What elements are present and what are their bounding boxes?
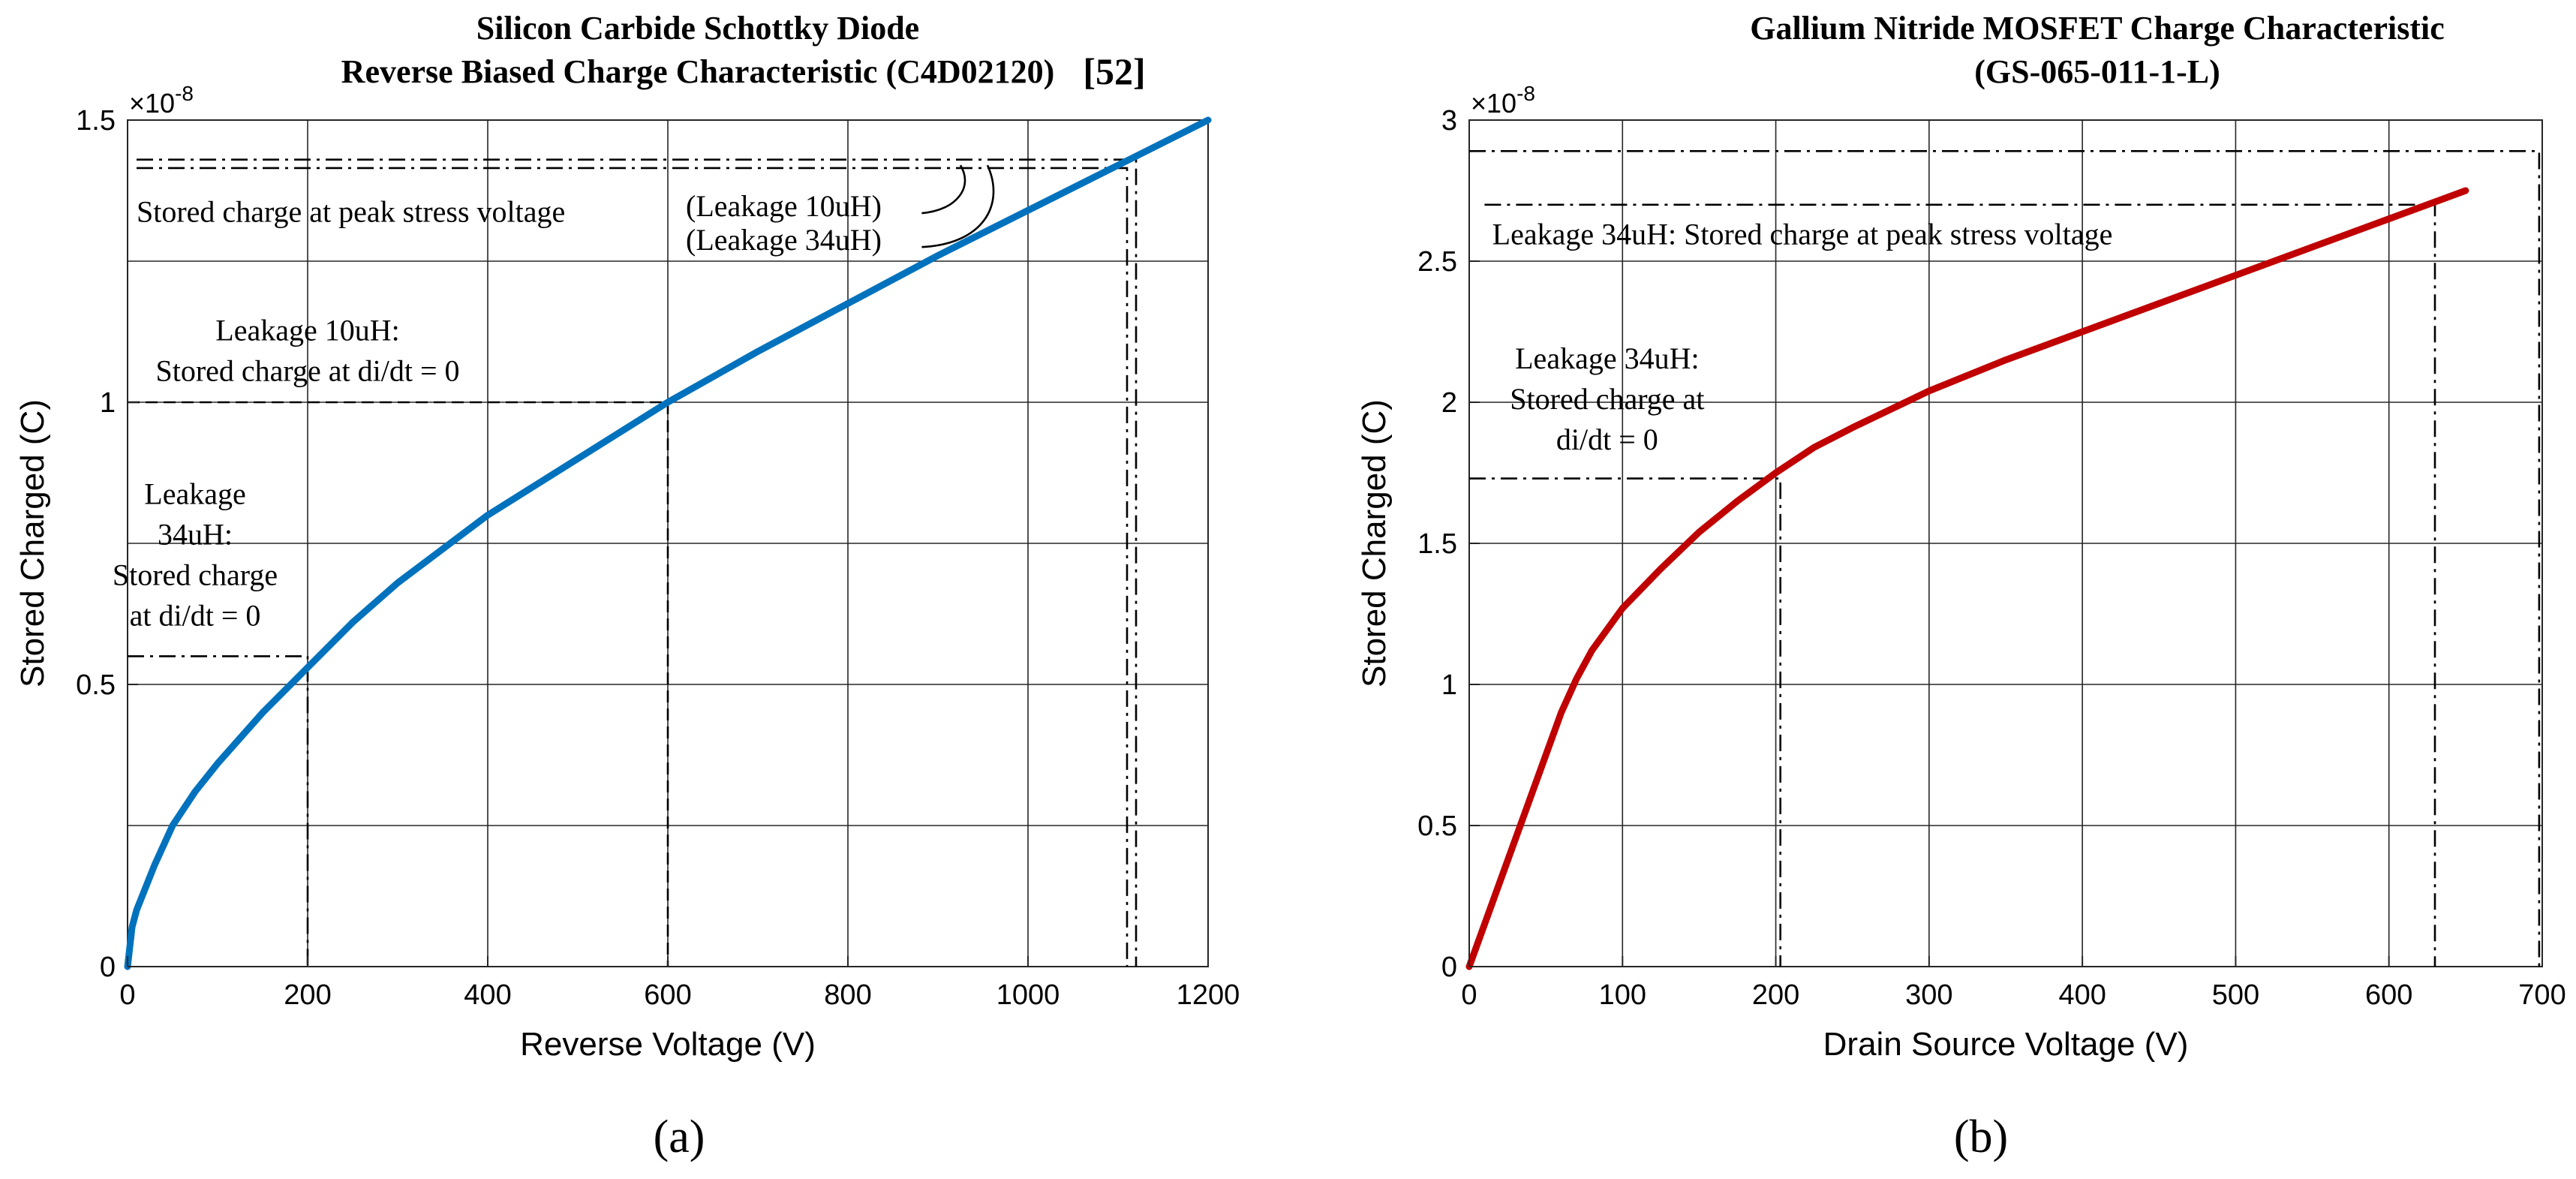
annotation-text: 34uH: — [158, 517, 233, 551]
x-tick-label: 800 — [824, 979, 871, 1011]
chart-title-line: Silicon Carbide Schottky Diode — [476, 10, 919, 47]
reference-line — [128, 656, 308, 967]
x-tick-label: 700 — [2518, 979, 2565, 1011]
y-axis-exponent-power: -8 — [175, 82, 194, 105]
x-axis-label: Drain Source Voltage (V) — [1823, 1026, 2189, 1063]
y-tick-label: 2 — [1441, 387, 1457, 419]
x-tick-label: 1200 — [1177, 979, 1240, 1011]
x-axis-label: Reverse Voltage (V) — [520, 1026, 816, 1063]
chart-title-line: Gallium Nitride MOSFET Charge Characteri… — [1750, 10, 2445, 47]
chart-b: 0 100 200 300 400 500 600 700 0 0.5 1 1.5 2 2.5 3 ×10-8… — [1356, 10, 2566, 1162]
x-tick-label: 200 — [284, 979, 331, 1011]
x-tick-label: 400 — [464, 979, 511, 1011]
x-tick-label: 100 — [1599, 979, 1646, 1011]
y-tick-label: 0 — [1441, 952, 1457, 983]
chart-title-line: (GS-065-011-1-L) — [1974, 53, 2220, 90]
annotation-text: Leakage 34uH: Stored charge at peak stre… — [1492, 217, 2113, 251]
y-tick-label: 1.5 — [1417, 528, 1457, 560]
y-tick-label: 1 — [100, 387, 116, 419]
reference-line — [1469, 479, 1781, 967]
y-tick-label: 0.5 — [76, 669, 116, 701]
reference-line — [137, 168, 1127, 967]
x-tick-label: 0 — [119, 979, 135, 1011]
data-series-line — [1469, 191, 2466, 967]
y-tick-label: 1.5 — [76, 105, 116, 137]
x-tick-label: 600 — [2365, 979, 2412, 1011]
y-axis-label: Stored Charged (C) — [14, 399, 51, 687]
figure-caption: (b) — [1954, 1111, 2008, 1162]
annotation-text: di/dt = 0 — [1556, 423, 1658, 456]
chart-a: 0 200 400 600 800 1000 1200 0 0.5 1 1.5 ×10-8 Revers… — [14, 10, 1240, 1162]
y-tick-label: 0.5 — [1417, 811, 1457, 842]
y-axis-exponent-power: -8 — [1516, 82, 1535, 105]
annotation-text: (Leakage 10uH) — [686, 189, 882, 223]
y-tick-label: 3 — [1441, 105, 1457, 137]
y-axis-exponent: ×10-8 — [129, 82, 194, 119]
y-axis-label: Stored Charged (C) — [1356, 399, 1393, 687]
annotation-text: at di/dt = 0 — [130, 598, 261, 632]
annotation-text: Leakage 10uH: — [215, 313, 399, 347]
reference-line — [1469, 151, 2539, 967]
annotation-text: (Leakage 34uH) — [686, 223, 882, 257]
annotation-text: Stored charge — [113, 558, 278, 591]
annotation-text: Stored charge at di/dt = 0 — [155, 353, 459, 387]
x-tick-label: 500 — [2212, 979, 2259, 1011]
x-tick-label: 0 — [1461, 979, 1477, 1011]
y-axis-exponent-base: ×10 — [1471, 88, 1516, 119]
x-tick-label: 300 — [1905, 979, 1952, 1011]
y-axis-exponent-base: ×10 — [129, 88, 175, 119]
title-reference: [52] — [1083, 50, 1145, 92]
y-tick-label: 0 — [100, 952, 116, 983]
x-tick-label: 600 — [644, 979, 691, 1011]
annotation-text: Stored charge at peak stress voltage — [137, 194, 565, 228]
annotation-text: Stored charge at — [1510, 382, 1704, 416]
y-tick-label: 1 — [1441, 669, 1457, 701]
y-axis-exponent: ×10-8 — [1471, 82, 1535, 119]
x-tick-label: 1000 — [996, 979, 1060, 1011]
chart-title-line: Reverse Biased Charge Characteristic (C4… — [341, 53, 1055, 90]
x-tick-label: 400 — [2058, 979, 2106, 1011]
reference-line — [1484, 205, 2435, 967]
x-tick-label: 200 — [1752, 979, 1799, 1011]
annotation-text: Leakage 34uH: — [1515, 341, 1699, 375]
y-tick-label: 2.5 — [1417, 246, 1457, 278]
reference-line — [137, 160, 1136, 967]
figure: 0 200 400 600 800 1000 120000.511.5×10-8Revers… — [0, 0, 2576, 1179]
annotation-leader — [921, 165, 965, 213]
figure-caption: (a) — [654, 1111, 705, 1162]
annotation-text: Leakage — [144, 477, 245, 510]
